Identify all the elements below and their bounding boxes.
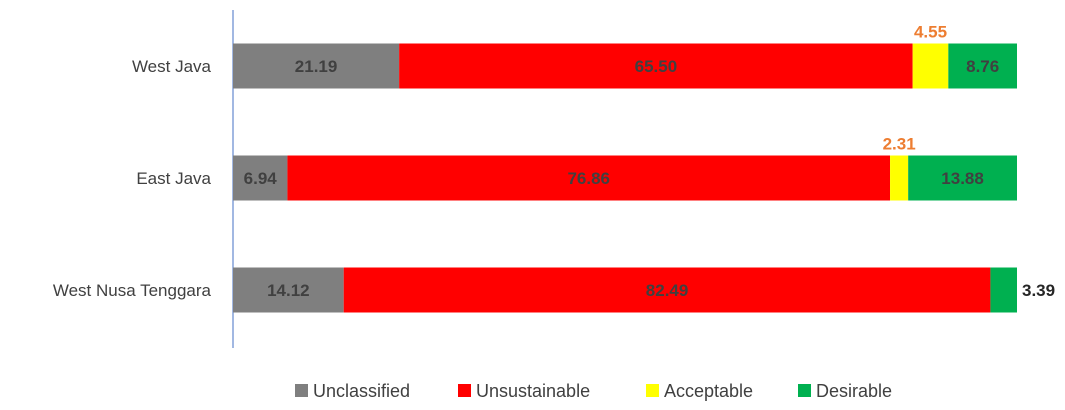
legend-label-acceptable: Acceptable: [664, 381, 753, 401]
category-label-west-java: West Java: [132, 57, 212, 76]
bar-west-java-unclassified: [233, 43, 400, 89]
data-label-west-java-unclassified: 21.19: [295, 57, 338, 76]
data-label-west-nusa-tenggara-unsustainable: 82.49: [646, 281, 689, 300]
bar-west-nusa-tenggara-unsustainable: [343, 267, 991, 313]
data-label-west-java-acceptable: 4.55: [914, 23, 947, 42]
bars-group: [233, 43, 1017, 313]
bar-west-java-acceptable: [912, 43, 949, 89]
category-label-east-java: East Java: [136, 169, 211, 188]
legend-label-desirable: Desirable: [816, 381, 892, 401]
data-label-west-java-unsustainable: 65.50: [635, 57, 678, 76]
bar-east-java-acceptable: [890, 155, 909, 201]
legend: Unclassified Unsustainable Acceptable Desir…: [295, 381, 892, 401]
legend-swatch-unclassified: [295, 384, 308, 397]
bar-west-java-desirable: [948, 43, 1017, 89]
value-labels: 21.19 65.50 4.55 8.76 6.94 76.86 2.31 13.88 14.1…: [244, 23, 1055, 301]
legend-swatch-desirable: [798, 384, 811, 397]
data-label-east-java-unclassified: 6.94: [244, 169, 278, 188]
legend-swatch-unsustainable: [458, 384, 471, 397]
data-label-west-nusa-tenggara-desirable: 3.39: [1022, 281, 1055, 300]
data-label-east-java-unsustainable: 76.86: [567, 169, 610, 188]
bar-east-java-unclassified: [233, 155, 288, 201]
bar-east-java-desirable: [908, 155, 1017, 201]
data-label-west-nusa-tenggara-unclassified: 14.12: [267, 281, 310, 300]
legend-swatch-acceptable: [646, 384, 659, 397]
data-label-east-java-acceptable: 2.31: [883, 135, 916, 154]
bar-west-nusa-tenggara-unclassified: [233, 267, 344, 313]
legend-label-unsustainable: Unsustainable: [476, 381, 590, 401]
bar-west-java-unsustainable: [399, 43, 913, 89]
bar-east-java-unsustainable: [287, 155, 891, 201]
legend-label-unclassified: Unclassified: [313, 381, 410, 401]
category-labels: West Java East Java West Nusa Tenggara: [53, 57, 212, 300]
data-label-west-java-desirable: 8.76: [966, 57, 999, 76]
category-label-west-nusa-tenggara: West Nusa Tenggara: [53, 281, 212, 300]
bar-west-nusa-tenggara-desirable: [990, 267, 1017, 313]
data-label-east-java-desirable: 13.88: [941, 169, 984, 188]
